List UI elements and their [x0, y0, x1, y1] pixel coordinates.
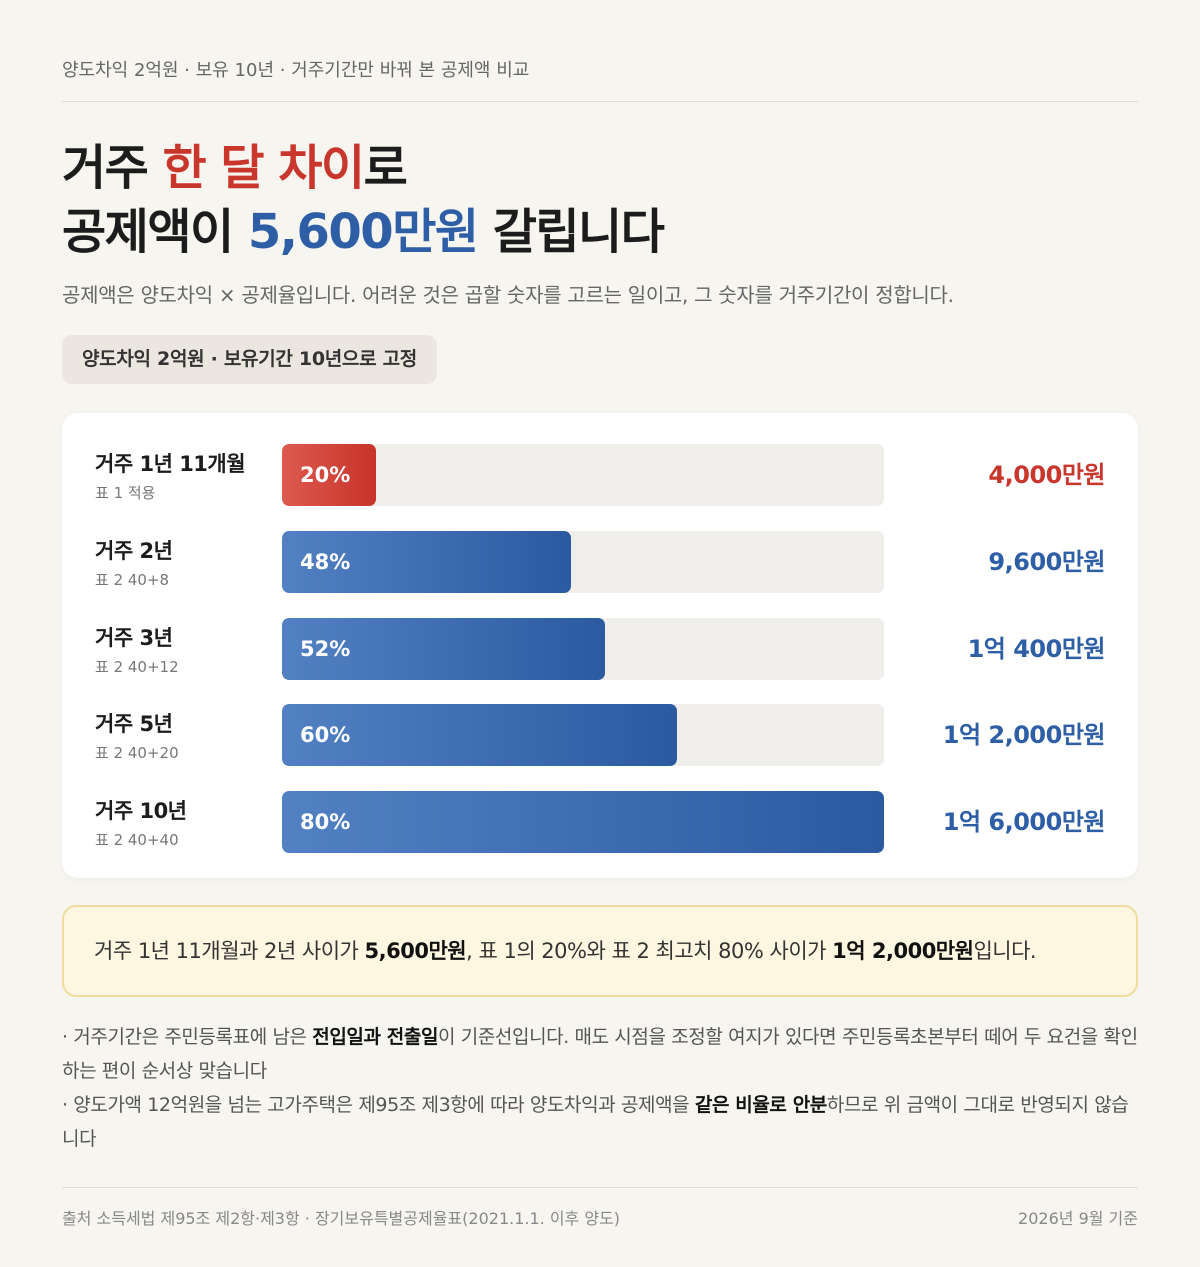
- amount-label: 1억 6,000만원: [942, 808, 1106, 836]
- title-line-2: 공제액이 5,600만원 갈립니다: [62, 200, 665, 264]
- title-line2-post: 갈립니다: [477, 204, 665, 260]
- title-line1-post: 로: [363, 140, 408, 196]
- note-2: · 양도가액 12억원을 넘는 고가주택은 제95조 제3항에 따라 양도차익과…: [62, 1088, 1138, 1156]
- callout-bold-1: 5,600만원: [364, 939, 467, 963]
- note2-a: · 양도가액 12억원을 넘는 고가주택은 제95조 제3항에 따라 양도차익과…: [62, 1094, 695, 1116]
- callout-text-3: 입니다.: [973, 939, 1037, 963]
- bar-fill: 80%: [282, 791, 884, 853]
- bar-track: 20%: [282, 444, 884, 506]
- amount-label: 4,000만원: [988, 461, 1105, 489]
- bar-track: 48%: [282, 531, 884, 593]
- callout-bold-2: 1억 2,000만원: [832, 939, 974, 963]
- bottom-divider: [62, 1187, 1138, 1188]
- note1-b: 전입일과 전출일: [312, 1026, 439, 1048]
- top-divider: [62, 101, 1138, 102]
- callout-text-1: 거주 1년 11개월과 2년 사이가: [94, 939, 365, 963]
- subtitle: 공제액은 양도차익 × 공제율입니다. 어려운 것은 곱할 숫자를 고르는 일이…: [62, 283, 954, 307]
- bar-value-label: 80%: [300, 810, 351, 834]
- category-note: 표 1 적용: [95, 484, 156, 502]
- note1-c: 이 기준선입니다. 매도 시점을 조정할 여지가 있다면 주민등록초본부터 떼어…: [62, 1026, 1138, 1082]
- title-line2-accent: 5,600만원: [247, 204, 479, 260]
- bar-value-label: 60%: [300, 723, 351, 747]
- bar-value-label: 52%: [300, 637, 351, 661]
- footer-date: 2026년 9월 기준: [1018, 1209, 1138, 1228]
- category-label: 거주 5년: [95, 712, 173, 736]
- amount-label: 9,600만원: [988, 548, 1105, 576]
- category-note: 표 2 40+12: [95, 658, 179, 676]
- bar-track: 60%: [282, 704, 884, 766]
- bar-value-label: 20%: [300, 463, 351, 487]
- bar-fill: 48%: [282, 531, 571, 593]
- bar-track: 52%: [282, 618, 884, 680]
- category-label: 거주 10년: [95, 799, 187, 823]
- category-label: 거주 2년: [95, 539, 173, 563]
- amount-label: 1억 400만원: [967, 635, 1106, 663]
- amount-label: 1억 2,000만원: [942, 721, 1106, 749]
- bar-fill: 52%: [282, 618, 605, 680]
- category-label: 거주 3년: [95, 626, 173, 650]
- note1-a: · 거주기간은 주민등록표에 남은: [62, 1026, 313, 1048]
- note2-b: 같은 비율로 안분: [694, 1094, 827, 1116]
- title-line2-pre: 공제액이: [62, 204, 248, 260]
- category-note: 표 2 40+40: [95, 831, 179, 849]
- bar-fill: 60%: [282, 704, 677, 766]
- note-1: · 거주기간은 주민등록표에 남은 전입일과 전출일이 기준선입니다. 매도 시…: [62, 1020, 1138, 1088]
- notes: · 거주기간은 주민등록표에 남은 전입일과 전출일이 기준선입니다. 매도 시…: [62, 1020, 1138, 1156]
- title-line-1: 거주 한 달 차이로: [62, 136, 663, 200]
- bar-fill: 20%: [282, 444, 376, 506]
- title-line1-accent: 한 달 차이: [162, 140, 366, 196]
- callout-text-2: , 표 1의 20%와 표 2 최고치 80% 사이가: [466, 939, 833, 963]
- category-note: 표 2 40+20: [95, 744, 179, 762]
- category-note: 표 2 40+8: [95, 571, 170, 589]
- note2-c: 하므로 위 금액이 그대로 반영되지 않습니다: [62, 1094, 1129, 1150]
- condition-chip: 양도차익 2억원 · 보유기간 10년으로 고정: [62, 335, 437, 384]
- bar-value-label: 48%: [300, 550, 351, 574]
- summary-callout: 거주 1년 11개월과 2년 사이가 5,600만원, 표 1의 20%와 표 …: [62, 905, 1138, 997]
- category-label: 거주 1년 11개월: [95, 452, 246, 476]
- page-title: 거주 한 달 차이로 공제액이 5,600만원 갈립니다: [62, 136, 665, 264]
- bar-track: 80%: [282, 791, 884, 853]
- kicker: 양도차익 2억원 · 보유 10년 · 거주기간만 바꿔 본 공제액 비교: [62, 60, 530, 81]
- title-line1-pre: 거주: [62, 140, 163, 196]
- footer-source: 출처 소득세법 제95조 제2항·제3항 · 장기보유특별공제율표(2021.1…: [62, 1209, 621, 1228]
- footer: 출처 소득세법 제95조 제2항·제3항 · 장기보유특별공제율표(2021.1…: [62, 1205, 1138, 1229]
